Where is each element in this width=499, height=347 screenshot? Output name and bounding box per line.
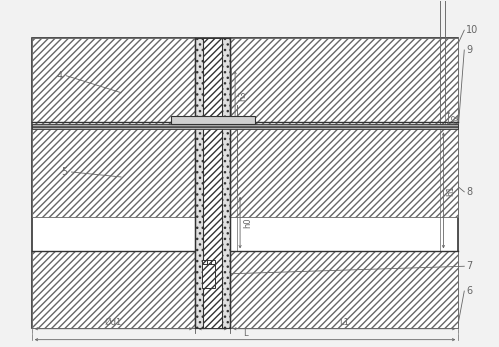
Bar	[32, 124, 458, 129]
Text: L0: L0	[208, 318, 218, 327]
Bar	[204, 38, 222, 328]
Text: 10: 10	[466, 25, 479, 35]
Bar	[203, 260, 215, 288]
Bar	[32, 122, 458, 217]
Text: h3: h3	[238, 91, 247, 102]
Text: L: L	[243, 329, 248, 338]
Text: 4: 4	[56, 71, 63, 81]
Text: L1: L1	[339, 318, 349, 327]
Text: h2: h2	[452, 113, 461, 124]
Bar	[196, 38, 230, 122]
Text: 8: 8	[466, 187, 473, 197]
Bar	[32, 251, 458, 328]
Text: 7: 7	[466, 261, 473, 271]
Bar	[196, 251, 230, 328]
Text: h1: h1	[447, 185, 456, 196]
Text: h0: h0	[243, 217, 252, 228]
Text: 9: 9	[466, 45, 473, 55]
Bar	[32, 38, 458, 328]
Bar	[196, 122, 230, 217]
Text: Ød3: Ød3	[204, 61, 222, 70]
Bar	[32, 38, 458, 122]
Text: Ød2: Ød2	[204, 49, 222, 58]
Bar	[171, 117, 255, 124]
Text: Ød1: Ød1	[105, 318, 122, 327]
Text: 5: 5	[61, 167, 68, 177]
Text: 6: 6	[466, 286, 473, 296]
Bar	[196, 38, 230, 328]
